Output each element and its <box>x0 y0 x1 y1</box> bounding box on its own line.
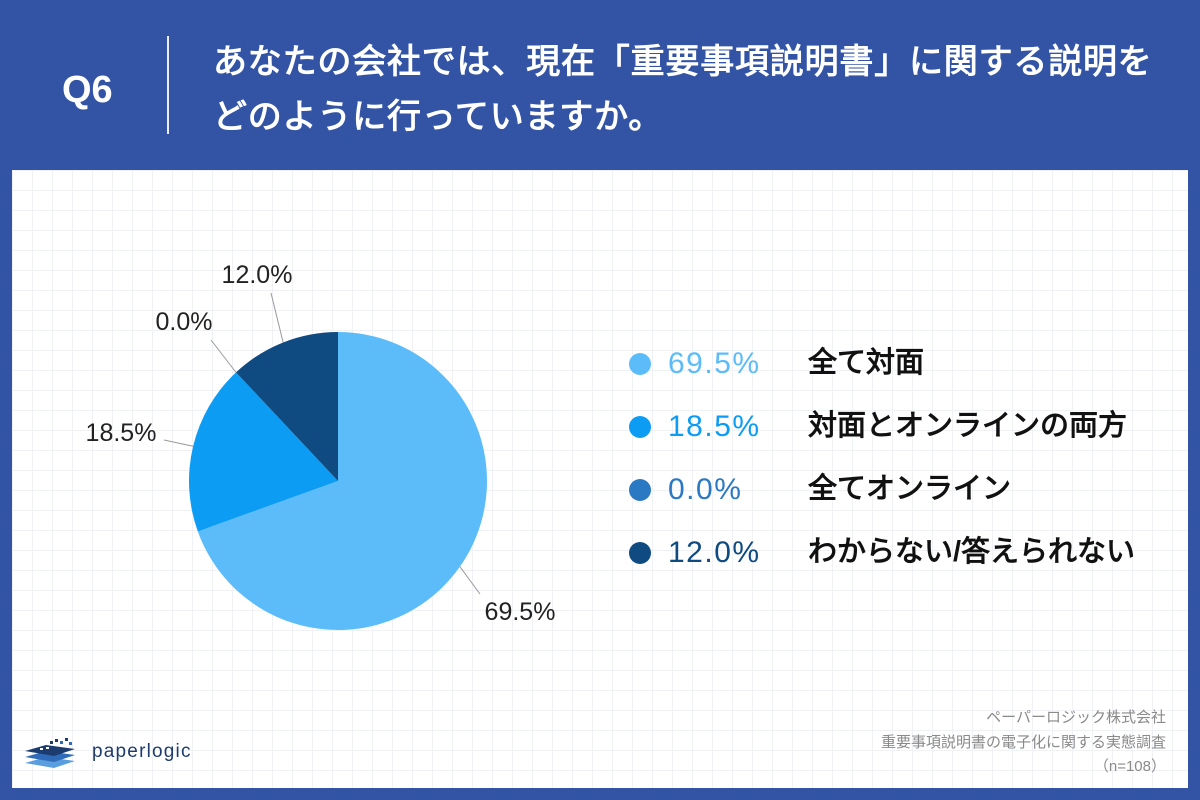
pie-slice-unknown <box>236 332 338 481</box>
legend-value: 0.0% <box>668 473 743 506</box>
pie-slice-both <box>188 372 338 532</box>
stacked-layers-icon <box>25 738 75 768</box>
question-number: Q6 <box>62 69 113 111</box>
legend: 69.5% 全て対面 18.5% 対面とオンラインの両方 0.0% 全てオンライ… <box>628 332 1184 584</box>
header-divider <box>167 36 169 134</box>
logo-pixel <box>55 739 58 742</box>
survey-source: ペーパーロジック株式会社 重要事項説明書の電子化に関する実態調査 （n=108） <box>881 706 1166 780</box>
paperlogic-logo: paperlogic <box>22 734 222 774</box>
data-label-both: 18.5% <box>86 419 157 447</box>
pie-slice-all-in-person <box>197 332 488 630</box>
question-title-line-1: あなたの会社では、現在「重要事項説明書」に関する説明を <box>213 43 1153 81</box>
leader-line <box>210 339 237 373</box>
leader-line <box>163 439 194 447</box>
legend-swatch <box>629 541 651 564</box>
logo-pixel <box>69 742 72 745</box>
legend-item-all-online: 0.0% 全てオンライン <box>628 458 1184 521</box>
legend-label: 全てオンライン <box>808 473 1012 505</box>
logo-pixel <box>50 741 53 744</box>
chart-panel: 69.5% 18.5% 0.0% 12.0% 69.5% 全て対面 18.5% … <box>12 170 1188 788</box>
source-sample-size: （n=108） <box>1093 758 1166 775</box>
legend-label: 全て対面 <box>808 347 925 379</box>
logo-pixel <box>40 748 43 750</box>
logo-pixel <box>60 741 63 744</box>
data-label-all-online: 0.0% <box>156 308 213 336</box>
logo-wordmark: paperlogic <box>92 741 192 762</box>
leader-line <box>459 566 481 595</box>
legend-swatch <box>629 352 651 375</box>
legend-item-both: 18.5% 対面とオンラインの両方 <box>628 395 1184 458</box>
legend-swatch <box>629 415 651 438</box>
logo-layer-middle <box>25 751 75 762</box>
question-title: あなたの会社では、現在「重要事項説明書」に関する説明を どのように行っていますか… <box>213 35 1188 145</box>
source-company: ペーパーロジック株式会社 <box>986 709 1166 726</box>
leader-line <box>270 292 284 343</box>
legend-value: 18.5% <box>668 410 761 443</box>
logo-layer-top <box>25 745 75 756</box>
pie-slices <box>188 332 488 630</box>
legend-item-all-in-person: 69.5% 全て対面 <box>628 332 1184 395</box>
legend-item-unknown: 12.0% わからない/答えられない <box>628 521 1184 584</box>
legend-label: わからない/答えられない <box>808 536 1136 568</box>
logo-pixel <box>65 738 68 741</box>
legend-label: 対面とオンラインの両方 <box>808 410 1128 442</box>
leader-lines <box>163 292 481 595</box>
data-label-all-in-person: 69.5% <box>485 598 556 626</box>
logo-pixel <box>46 747 49 749</box>
pie-chart: 69.5% 18.5% 0.0% 12.0% <box>86 261 556 630</box>
data-label-unknown: 12.0% <box>222 261 293 289</box>
legend-swatch <box>629 478 651 501</box>
source-survey-title: 重要事項説明書の電子化に関する実態調査 <box>880 733 1166 751</box>
legend-value: 69.5% <box>668 347 761 380</box>
logo-layer-bottom <box>25 757 75 768</box>
question-title-line-2: どのように行っていますか。 <box>213 98 664 136</box>
legend-value: 12.0% <box>668 536 761 569</box>
